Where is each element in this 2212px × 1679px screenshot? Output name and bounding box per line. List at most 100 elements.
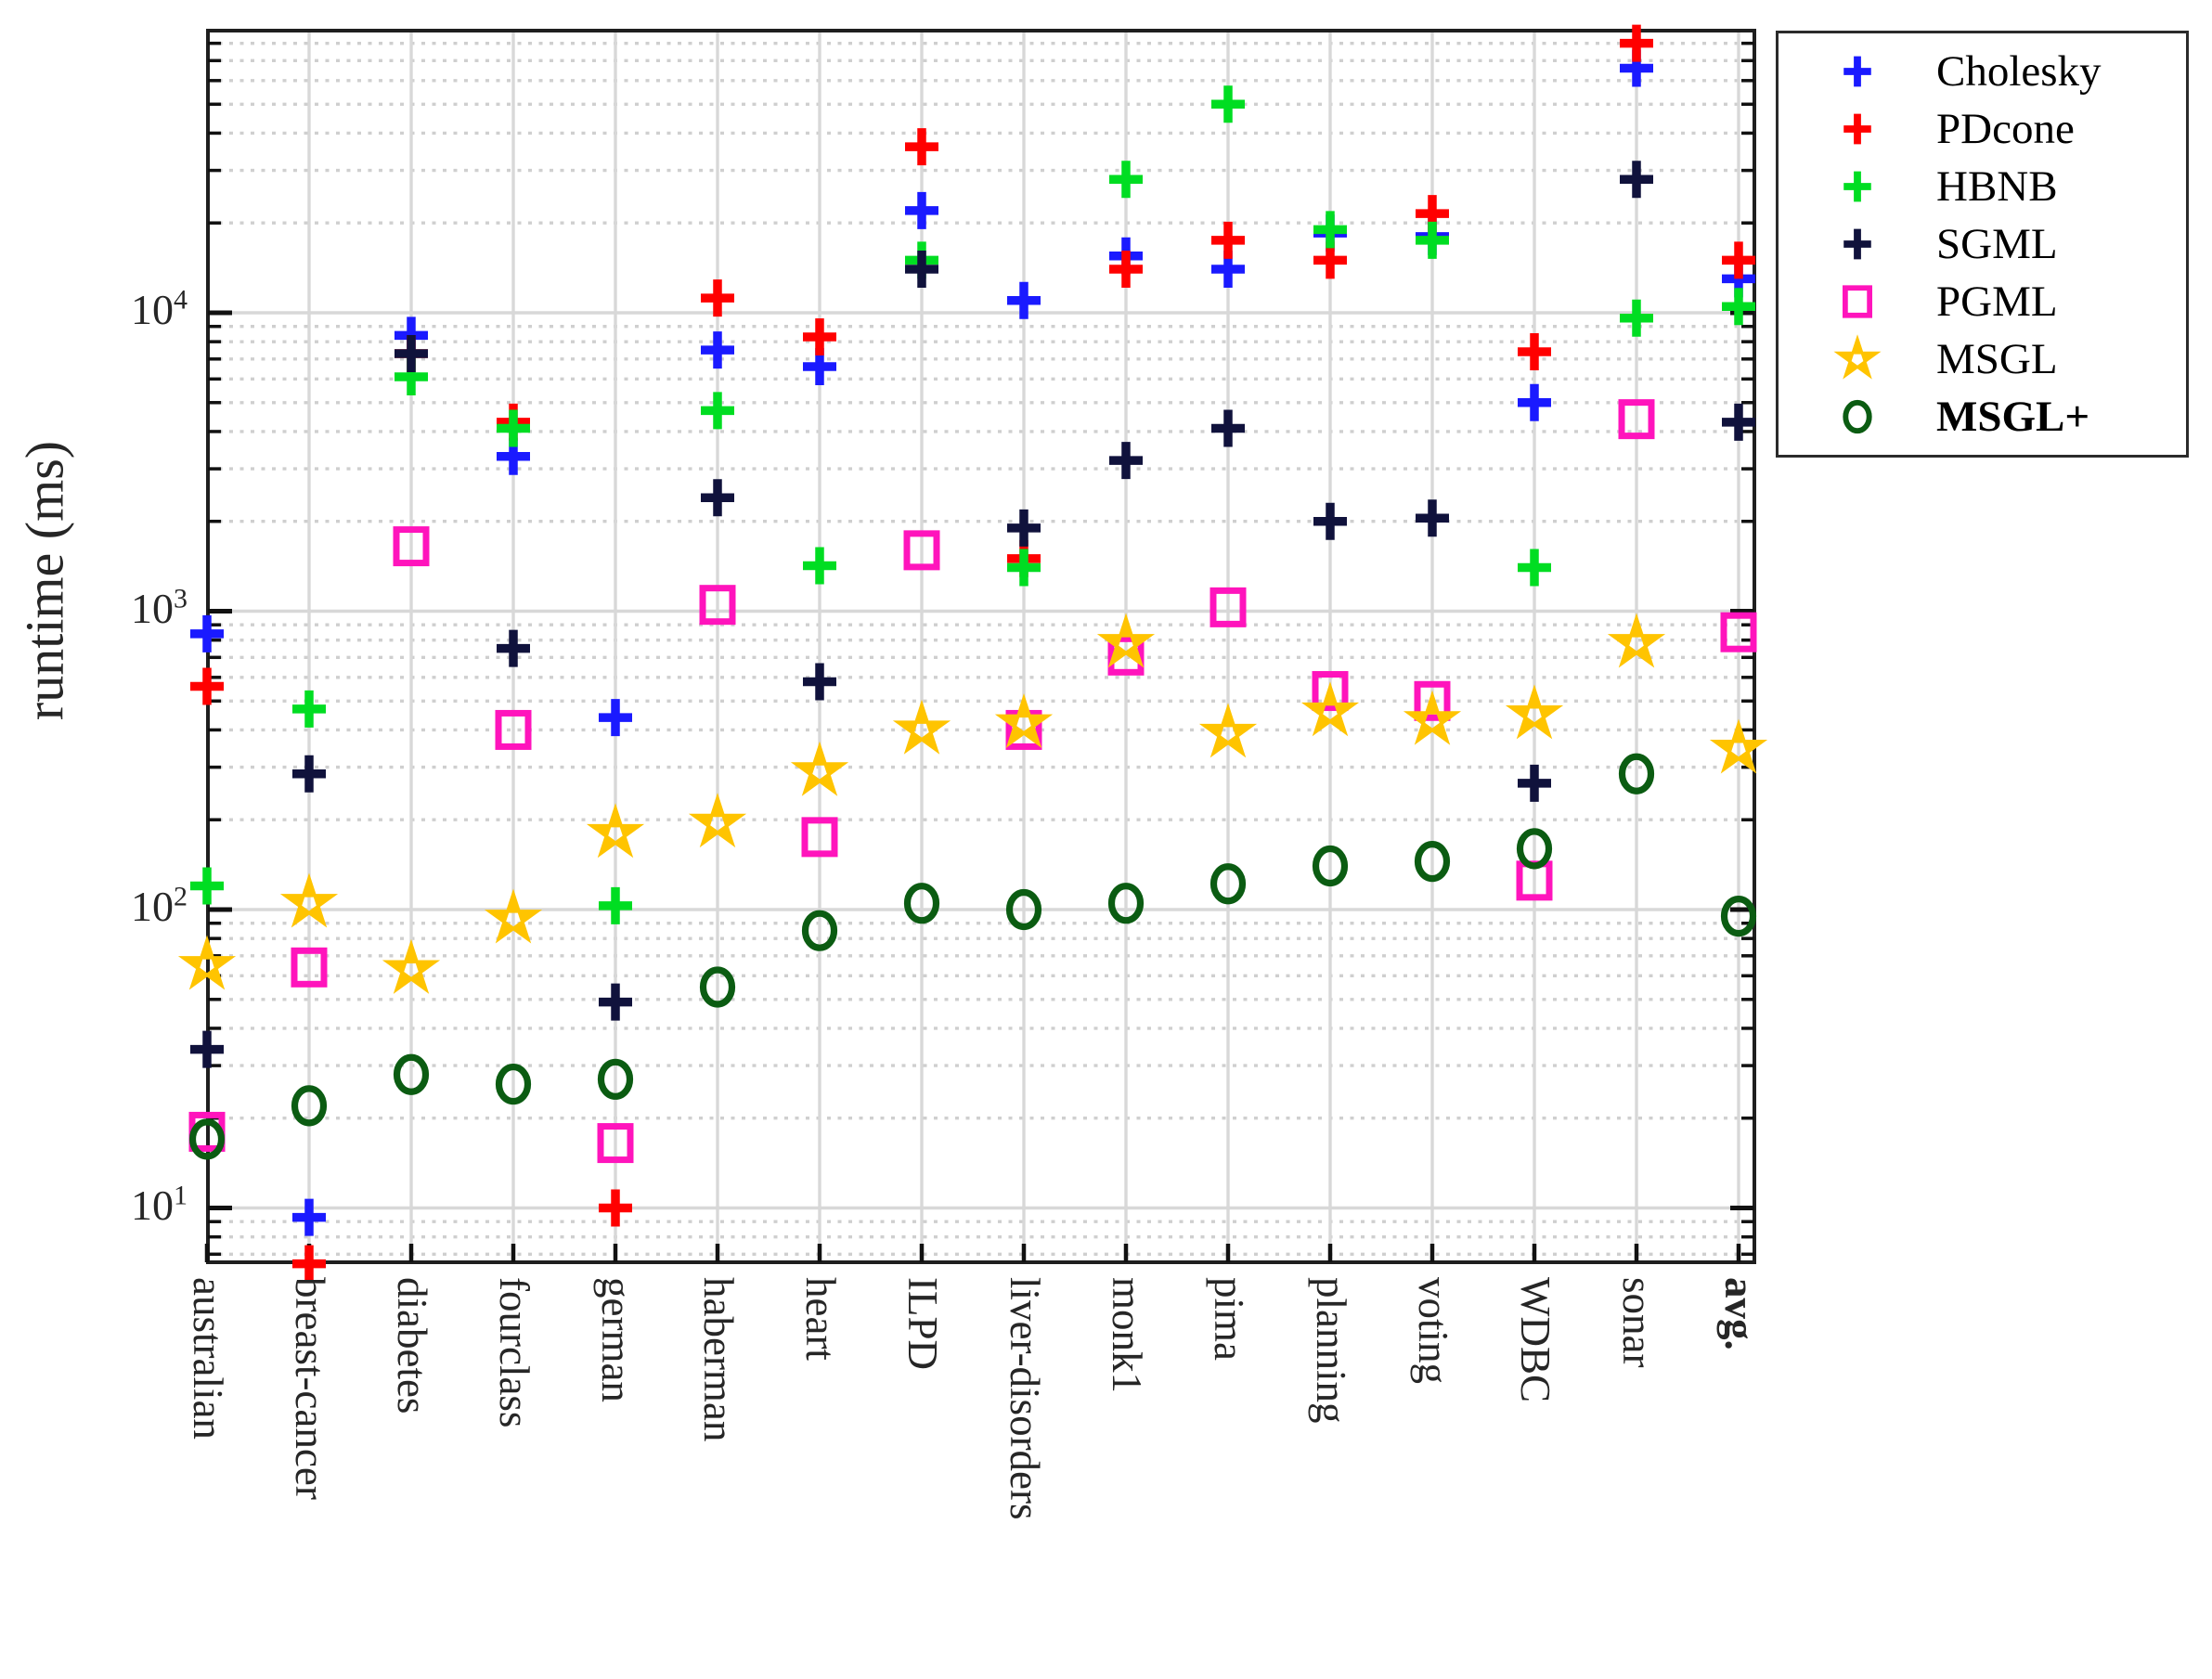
x-tick-label-diabetes: diabetes — [389, 1277, 435, 1414]
marker-SGML-haberman — [701, 479, 734, 517]
marker-SGML-voting — [1416, 499, 1449, 537]
marker-HBNB-german — [599, 886, 632, 924]
legend-item-PGML: PGML — [1779, 275, 2186, 329]
marker-MSGL-sonar — [1607, 613, 1666, 668]
legend-item-HBNB: HBNB — [1779, 160, 2186, 213]
legend-plus-icon — [1779, 45, 1936, 98]
marker-MSGL+-WDBC — [1516, 828, 1553, 870]
marker-MSGL+-voting — [1414, 841, 1451, 883]
marker-MSGL+-fourclass — [495, 1063, 532, 1105]
marker-MSGL-fourclass — [484, 888, 543, 944]
y-axis-label: runtime (ms) — [14, 440, 75, 721]
marker-Cholesky-haberman — [701, 331, 734, 369]
marker-PDcone-ILPD — [905, 128, 938, 166]
plot-area — [177, 24, 1768, 1283]
marker-SGML-breast-cancer — [292, 755, 326, 793]
legend-plus-icon — [1779, 217, 1936, 271]
marker-MSGL+-australian — [188, 1118, 226, 1160]
marker-MSGL+-diabetes — [393, 1053, 430, 1095]
legend-plus-icon — [1779, 102, 1936, 156]
legend-label: MSGL+ — [1936, 393, 2090, 441]
marker-HBNB-WDBC — [1518, 549, 1551, 587]
marker-SGML-diabetes — [395, 334, 428, 372]
x-tick-label-ILPD: ILPD — [899, 1277, 946, 1370]
marker-HBNB-australian — [190, 867, 224, 905]
x-tick-label-planning: planning — [1308, 1277, 1354, 1424]
marker-PDcone-pima — [1211, 221, 1245, 259]
y-tick-base: 10 — [131, 1181, 174, 1229]
legend-marker-glyph — [1843, 285, 1872, 318]
marker-SGML-WDBC — [1518, 764, 1551, 802]
marker-SGML-pima — [1211, 409, 1245, 447]
legend-label: SGML — [1936, 220, 2058, 268]
marker-MSGL-planning — [1300, 681, 1360, 737]
y-tick-base: 10 — [131, 584, 174, 632]
legend-item-PDcone: PDcone — [1779, 102, 2186, 156]
legend-marker-glyph — [1843, 113, 1871, 145]
marker-SGML-planning — [1313, 502, 1347, 540]
marker-MSGL+-pima — [1209, 863, 1247, 905]
marker-HBNB-voting — [1416, 221, 1449, 259]
x-tick-label-breast-cancer: breast-cancer — [287, 1277, 333, 1500]
y-tick-label-10e2: 102 — [76, 883, 188, 928]
y-tick-exponent: 4 — [174, 284, 188, 316]
marker-PDcone-haberman — [701, 279, 734, 317]
marker-PGML-sonar — [1618, 399, 1655, 440]
marker-HBNB-breast-cancer — [292, 690, 326, 728]
marker-MSGL-WDBC — [1505, 684, 1564, 740]
marker-PGML-german — [597, 1123, 634, 1164]
marker-PGML-diabetes — [393, 526, 430, 567]
marker-SGML-ILPD — [905, 251, 938, 289]
x-tick-label-sonar: sonar — [1614, 1277, 1661, 1368]
marker-MSGL+-breast-cancer — [291, 1085, 328, 1127]
marker-MSGL+-german — [597, 1058, 634, 1100]
marker-HBNB-sonar — [1620, 299, 1653, 337]
marker-MSGL+-ILPD — [903, 883, 940, 924]
y-tick-exponent: 1 — [174, 1180, 188, 1211]
legend-box: Cholesky PDcone HBNB SGML PGML MSGL MSGL+ — [1776, 31, 2189, 458]
legend-label: Cholesky — [1936, 47, 2102, 96]
y-tick-exponent: 3 — [174, 583, 188, 614]
marker-MSGL-australian — [177, 935, 237, 990]
marker-PDcone-WDBC — [1518, 333, 1551, 371]
marker-PGML-breast-cancer — [291, 947, 328, 988]
marker-MSGL+-heart — [801, 910, 838, 951]
marker-MSGL-monk1 — [1096, 613, 1156, 668]
marker-Cholesky-breast-cancer — [292, 1198, 326, 1236]
y-tick-base: 10 — [131, 286, 174, 333]
marker-MSGL-german — [586, 803, 645, 859]
marker-MSGL+-planning — [1312, 845, 1349, 887]
legend-label: MSGL — [1936, 335, 2058, 383]
legend-marker-glyph — [1833, 334, 1882, 380]
marker-PGML-heart — [801, 817, 838, 858]
legend-marker-glyph — [1843, 228, 1871, 260]
legend-plus-icon — [1779, 160, 1936, 213]
marker-PDcone-monk1 — [1109, 251, 1143, 289]
legend-item-SGML: SGML — [1779, 217, 2186, 271]
marker-HBNB-monk1 — [1109, 161, 1143, 199]
x-tick-label-german: german — [593, 1277, 640, 1402]
marker-PGML-monk1 — [1107, 635, 1145, 676]
x-tick-label-WDBC: WDBC — [1512, 1277, 1559, 1402]
y-tick-label-10e4: 104 — [76, 286, 188, 333]
legend-star-icon — [1779, 332, 1936, 386]
marker-HBNB-pima — [1211, 85, 1245, 123]
marker-PDcone-sonar — [1620, 24, 1653, 62]
marker-MSGL+-haberman — [699, 966, 736, 1008]
marker-MSGL-pima — [1198, 703, 1258, 758]
marker-SGML-liver-disorders — [1007, 509, 1041, 547]
marker-PDcone-heart — [803, 318, 836, 356]
marker-PGML-voting — [1414, 680, 1451, 721]
y-tick-label-10e1: 101 — [76, 1181, 188, 1229]
marker-HBNB-planning — [1313, 211, 1347, 249]
marker-SGML-monk1 — [1109, 442, 1143, 480]
legend-label: PDcone — [1936, 105, 2075, 153]
marker-MSGL+-sonar — [1618, 753, 1655, 794]
legend-marker-glyph — [1843, 399, 1872, 434]
x-tick-label-monk1: monk1 — [1104, 1277, 1150, 1394]
x-tick-label-pima: pima — [1206, 1277, 1252, 1361]
marker-MSGL+-monk1 — [1107, 883, 1145, 924]
marker-SGML-avg. — [1722, 403, 1755, 441]
marker-MSGL-diabetes — [382, 938, 441, 994]
marker-MSGL-heart — [790, 741, 849, 796]
